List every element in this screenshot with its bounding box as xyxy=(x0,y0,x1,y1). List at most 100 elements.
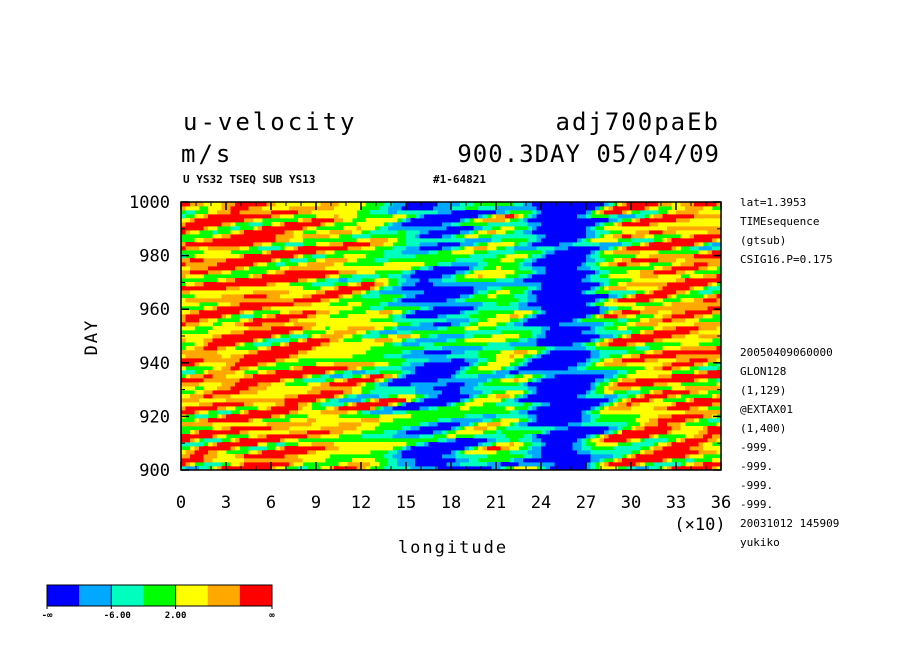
heatmap-cell xyxy=(608,450,614,455)
heatmap-cell xyxy=(230,366,236,371)
heatmap-cell xyxy=(518,414,524,419)
heatmap-cell xyxy=(271,454,276,459)
heatmap-cell xyxy=(433,282,438,287)
heatmap-cell xyxy=(235,322,240,327)
heatmap-cell xyxy=(527,318,533,323)
heatmap-cell xyxy=(667,446,672,451)
heatmap-cell xyxy=(595,358,600,363)
heatmap-cell xyxy=(212,326,218,331)
heatmap-cell xyxy=(644,394,650,399)
heatmap-cell xyxy=(428,422,434,427)
heatmap-cell xyxy=(635,306,641,311)
heatmap-cell xyxy=(212,346,218,351)
heatmap-cell xyxy=(419,450,425,455)
heatmap-cell xyxy=(388,450,393,455)
heatmap-cell xyxy=(257,394,263,399)
heatmap-cell xyxy=(694,346,699,351)
heatmap-cell xyxy=(239,354,245,359)
heatmap-cell xyxy=(181,398,186,403)
heatmap-cell xyxy=(487,462,492,467)
heatmap-cell xyxy=(532,318,537,323)
heatmap-cell xyxy=(248,278,254,283)
heatmap-cell xyxy=(455,266,461,271)
heatmap-cell xyxy=(532,266,537,271)
heatmap-cell xyxy=(568,310,573,315)
heatmap-cell xyxy=(208,374,213,379)
heatmap-cell xyxy=(671,394,677,399)
heatmap-cell xyxy=(320,306,326,311)
heatmap-cell xyxy=(361,318,366,323)
heatmap-cell xyxy=(491,362,497,367)
heatmap-cell xyxy=(217,290,222,295)
heatmap-cell xyxy=(199,450,204,455)
heatmap-cell xyxy=(649,290,654,295)
heatmap-cell xyxy=(194,394,200,399)
heatmap-cell xyxy=(361,274,366,279)
heatmap-cell xyxy=(662,426,668,431)
heatmap-cell xyxy=(262,374,267,379)
heatmap-cell xyxy=(280,330,285,335)
heatmap-cell xyxy=(248,434,254,439)
heatmap-cell xyxy=(298,434,303,439)
heatmap-cell xyxy=(572,426,578,431)
heatmap-cell xyxy=(505,334,510,339)
heatmap-cell xyxy=(307,458,312,463)
heatmap-cell xyxy=(415,426,420,431)
heatmap-cell xyxy=(559,418,564,423)
heatmap-cell xyxy=(194,454,200,459)
heatmap-cell xyxy=(437,426,443,431)
heatmap-cell xyxy=(455,306,461,311)
heatmap-cell xyxy=(316,322,321,327)
heatmap-cell xyxy=(343,398,348,403)
heatmap-cell xyxy=(442,362,447,367)
heatmap-cell xyxy=(275,410,281,415)
heatmap-cell xyxy=(185,362,191,367)
heatmap-cell xyxy=(568,422,573,427)
heatmap-cell xyxy=(626,310,632,315)
heatmap-cell xyxy=(361,446,366,451)
heatmap-cell xyxy=(235,278,240,283)
heatmap-cell xyxy=(352,370,357,375)
heatmap-cell xyxy=(419,366,425,371)
heatmap-cell xyxy=(599,310,605,315)
heatmap-cell xyxy=(680,426,686,431)
heatmap-cell xyxy=(518,350,524,355)
heatmap-cell xyxy=(572,466,578,470)
heatmap-cell xyxy=(446,290,452,295)
heatmap-cell xyxy=(662,302,668,307)
heatmap-cell xyxy=(640,418,645,423)
heatmap-cell xyxy=(514,366,519,371)
heatmap-cell xyxy=(658,330,663,335)
heatmap-cell xyxy=(325,390,330,395)
heatmap-cell xyxy=(248,350,254,355)
heatmap-cell xyxy=(271,382,276,387)
heatmap-cell xyxy=(383,414,389,419)
heatmap-cell xyxy=(545,430,551,435)
heatmap-cell xyxy=(559,466,564,470)
heatmap-cell xyxy=(194,422,200,427)
heatmap-cell xyxy=(635,274,641,279)
heatmap-cell xyxy=(226,334,231,339)
heatmap-cell xyxy=(536,294,542,299)
heatmap-cell xyxy=(329,326,335,331)
heatmap-cell xyxy=(307,322,312,327)
heatmap-cell xyxy=(221,390,227,395)
heatmap-cell xyxy=(703,326,708,331)
heatmap-cell xyxy=(221,350,227,355)
heatmap-cell xyxy=(554,382,560,387)
heatmap-cell xyxy=(671,390,677,395)
heatmap-cell xyxy=(635,438,641,443)
heatmap-cell xyxy=(280,458,285,463)
heatmap-cell xyxy=(338,294,344,299)
heatmap-cell xyxy=(437,422,443,427)
heatmap-cell xyxy=(451,350,456,355)
heatmap-cell xyxy=(595,286,600,291)
heatmap-cell xyxy=(469,266,474,271)
heatmap-cell xyxy=(478,374,483,379)
heatmap-cell xyxy=(572,442,578,447)
heatmap-cell xyxy=(230,302,236,307)
heatmap-cell xyxy=(401,374,407,379)
heatmap-cell xyxy=(334,290,339,295)
heatmap-cell xyxy=(707,410,713,415)
heatmap-cell xyxy=(644,334,650,339)
